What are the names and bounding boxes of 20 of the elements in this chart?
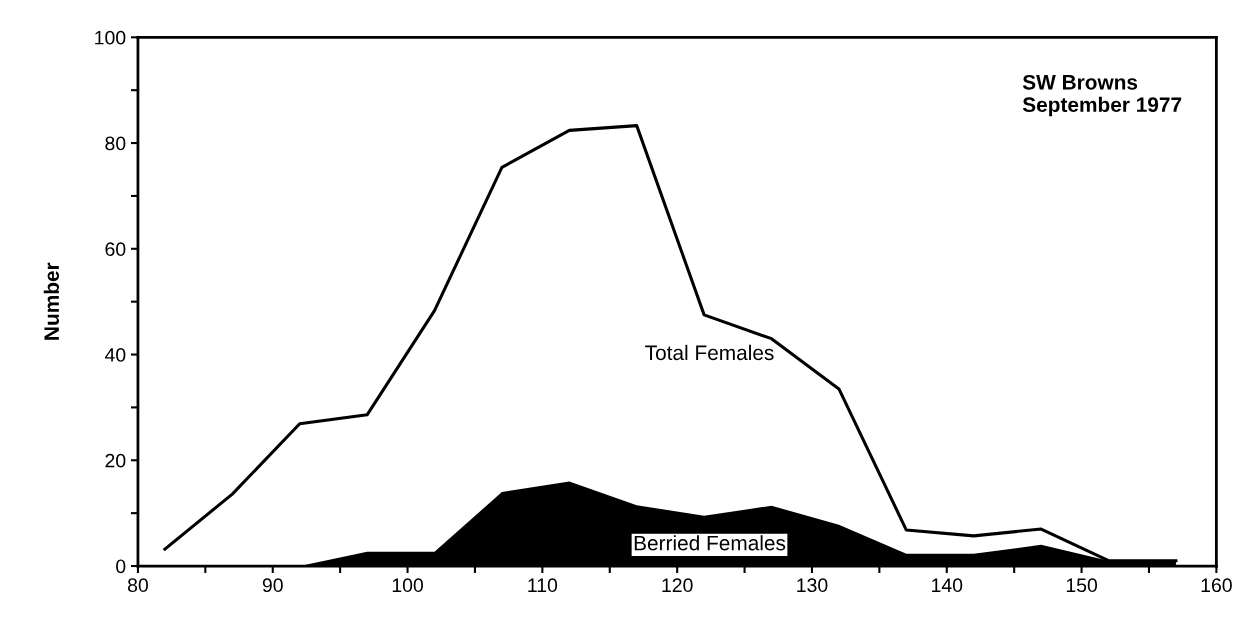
y-tick-label: 20 bbox=[105, 453, 126, 468]
x-tick-label: 100 bbox=[392, 578, 424, 593]
series-label: Total Females bbox=[645, 344, 774, 361]
y-tick-label: 60 bbox=[105, 242, 126, 257]
x-tick-label: 150 bbox=[1066, 578, 1098, 593]
y-tick-label: 40 bbox=[104, 348, 126, 362]
annotation: SW Browns September 1977 bbox=[1022, 74, 1182, 117]
y-tick-label: 100 bbox=[95, 30, 126, 45]
y-axis-title: Number bbox=[43, 262, 60, 340]
x-tick-label: 120 bbox=[662, 578, 693, 593]
line-series bbox=[163, 124, 1178, 563]
x-tick-label: 130 bbox=[797, 578, 828, 593]
x-tick-label: 90 bbox=[262, 578, 283, 593]
y-tick-label: 0 bbox=[116, 559, 126, 574]
y-tick-label: 80 bbox=[105, 136, 126, 151]
x-tick-label: 160 bbox=[1201, 578, 1232, 593]
x-tick-label: 80 bbox=[127, 578, 148, 593]
series-label: Berried Females bbox=[634, 535, 786, 551]
x-tick-label: 140 bbox=[932, 578, 963, 593]
x-tick-label: 110 bbox=[528, 578, 558, 593]
